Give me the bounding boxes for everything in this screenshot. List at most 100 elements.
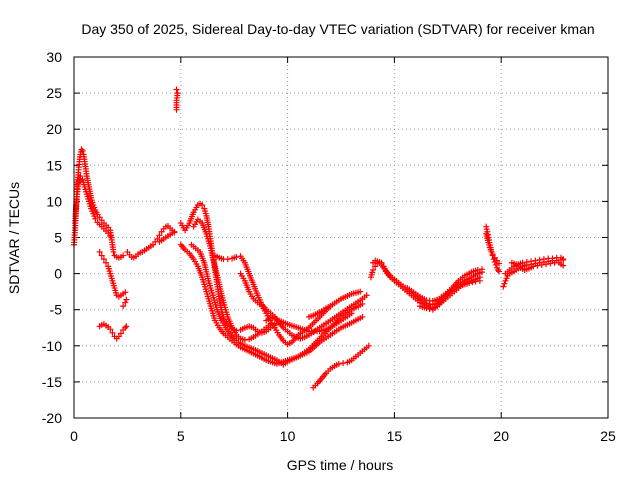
x-tick-labels: 0 5 10 15 20 25 bbox=[70, 428, 616, 444]
series-outliers bbox=[173, 86, 181, 113]
data-point bbox=[173, 86, 180, 93]
data-point bbox=[123, 323, 130, 330]
data-point bbox=[536, 256, 543, 263]
x-tick-label: 0 bbox=[70, 428, 78, 444]
series-early-low bbox=[96, 248, 129, 300]
data-point bbox=[122, 299, 129, 306]
series-evening-spike-b bbox=[483, 230, 503, 267]
data-point bbox=[365, 342, 372, 349]
series-plateau-b bbox=[237, 270, 364, 348]
x-tick-label: 25 bbox=[600, 428, 616, 444]
series-trough bbox=[310, 342, 372, 391]
x-axis-label: GPS time / hours bbox=[287, 457, 394, 473]
data-point bbox=[110, 248, 117, 255]
series-early-dip bbox=[96, 321, 130, 342]
y-tick-label: -10 bbox=[42, 338, 62, 354]
grid bbox=[74, 57, 608, 418]
data-point bbox=[156, 232, 163, 239]
data-series bbox=[71, 86, 567, 391]
series-early-peak bbox=[71, 146, 127, 261]
data-point bbox=[171, 228, 178, 235]
data-point bbox=[549, 255, 556, 262]
y-tick-label: 25 bbox=[46, 85, 62, 101]
data-point bbox=[490, 256, 497, 263]
data-point bbox=[120, 252, 127, 259]
data-point bbox=[327, 303, 334, 310]
data-point bbox=[103, 259, 110, 266]
data-point bbox=[423, 305, 430, 312]
series-plateau-c bbox=[263, 310, 355, 335]
data-point bbox=[547, 260, 554, 267]
data-point bbox=[370, 266, 377, 273]
data-point bbox=[501, 280, 508, 287]
data-point bbox=[348, 310, 355, 317]
data-point bbox=[98, 252, 105, 259]
data-point bbox=[532, 257, 539, 264]
series-morning-lower bbox=[156, 228, 178, 245]
data-point bbox=[519, 259, 526, 266]
y-tick-label: 0 bbox=[54, 266, 62, 282]
data-point bbox=[107, 326, 114, 333]
data-point bbox=[224, 256, 231, 263]
y-tick-label: 30 bbox=[46, 49, 62, 65]
series-plateau-a bbox=[211, 252, 370, 342]
data-point bbox=[173, 106, 180, 113]
data-point bbox=[107, 233, 114, 240]
data-point bbox=[77, 173, 84, 180]
data-point bbox=[534, 262, 541, 269]
y-axis-label: SDTVAR / TECUs bbox=[6, 182, 22, 294]
data-point bbox=[476, 277, 483, 284]
series-morning-rise bbox=[124, 222, 178, 261]
y-tick-label: -5 bbox=[50, 302, 63, 318]
data-point bbox=[92, 215, 99, 222]
series-descent-b bbox=[190, 216, 274, 344]
data-point bbox=[496, 260, 503, 267]
y-tick-label: -15 bbox=[42, 374, 62, 390]
data-point bbox=[523, 259, 530, 266]
data-point bbox=[530, 263, 537, 270]
plot-frame bbox=[73, 56, 609, 419]
chart-title: Day 350 of 2025, Sidereal Day-to-day VTE… bbox=[81, 21, 594, 37]
data-point bbox=[96, 248, 103, 255]
data-point bbox=[357, 288, 364, 295]
data-point bbox=[122, 289, 129, 296]
data-point bbox=[233, 253, 240, 260]
series-afternoon-d bbox=[417, 269, 485, 313]
x-tick-label: 15 bbox=[387, 428, 403, 444]
y-tick-label: 20 bbox=[46, 121, 62, 137]
data-point bbox=[100, 256, 107, 263]
data-point bbox=[500, 283, 507, 290]
data-point bbox=[359, 313, 366, 320]
data-point bbox=[538, 261, 545, 268]
data-point bbox=[478, 269, 485, 276]
data-point bbox=[528, 258, 535, 265]
data-point bbox=[543, 261, 550, 268]
data-point bbox=[120, 303, 127, 310]
data-point bbox=[335, 360, 342, 367]
series-early-small bbox=[120, 296, 130, 310]
data-point bbox=[109, 329, 116, 336]
series-night-c bbox=[508, 259, 567, 273]
data-point bbox=[123, 296, 130, 303]
data-point bbox=[496, 268, 503, 275]
data-point bbox=[469, 279, 476, 286]
data-point bbox=[241, 337, 248, 344]
data-point bbox=[540, 256, 547, 263]
y-tick-label: -20 bbox=[42, 410, 62, 426]
y-tick-label: 10 bbox=[46, 193, 62, 209]
series-late-low bbox=[305, 303, 334, 320]
data-point bbox=[489, 251, 496, 258]
y-tick-label: 5 bbox=[54, 230, 62, 246]
data-point bbox=[426, 305, 433, 312]
data-point bbox=[560, 256, 567, 263]
data-point bbox=[472, 278, 479, 285]
data-point bbox=[560, 262, 567, 269]
data-point bbox=[359, 300, 366, 307]
data-point bbox=[79, 147, 86, 154]
y-tick-labels: -20 -15 -10 -5 0 5 10 15 20 25 30 bbox=[42, 49, 62, 426]
data-point bbox=[492, 261, 499, 268]
x-tick-label: 10 bbox=[280, 428, 296, 444]
data-point bbox=[363, 292, 370, 299]
data-point bbox=[340, 360, 347, 367]
